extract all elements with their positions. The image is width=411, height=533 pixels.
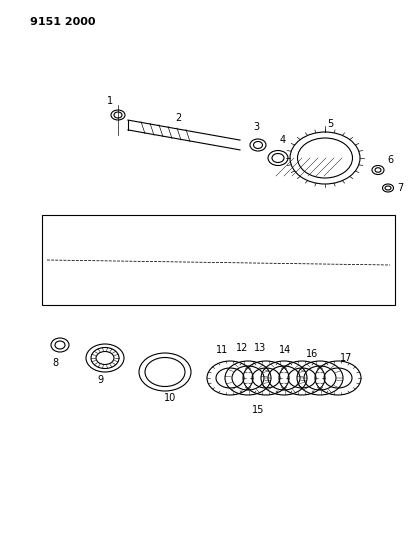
Text: 11: 11 (216, 345, 228, 355)
Text: 6: 6 (387, 155, 393, 165)
Text: 10: 10 (164, 393, 176, 403)
Text: 17: 17 (340, 353, 352, 363)
Text: 1: 1 (107, 96, 113, 106)
Text: 8: 8 (52, 358, 58, 368)
Text: 9151 2000: 9151 2000 (30, 17, 95, 27)
Text: 9: 9 (97, 375, 103, 385)
Text: 5: 5 (327, 119, 333, 129)
Text: 2: 2 (175, 113, 181, 123)
Text: 4: 4 (280, 135, 286, 145)
Text: 12: 12 (236, 343, 248, 353)
Text: 13: 13 (254, 343, 266, 353)
Text: 3: 3 (253, 122, 259, 132)
Text: 16: 16 (306, 349, 318, 359)
Text: 14: 14 (279, 345, 291, 355)
Text: 7: 7 (397, 183, 403, 193)
Text: 15: 15 (252, 405, 264, 415)
